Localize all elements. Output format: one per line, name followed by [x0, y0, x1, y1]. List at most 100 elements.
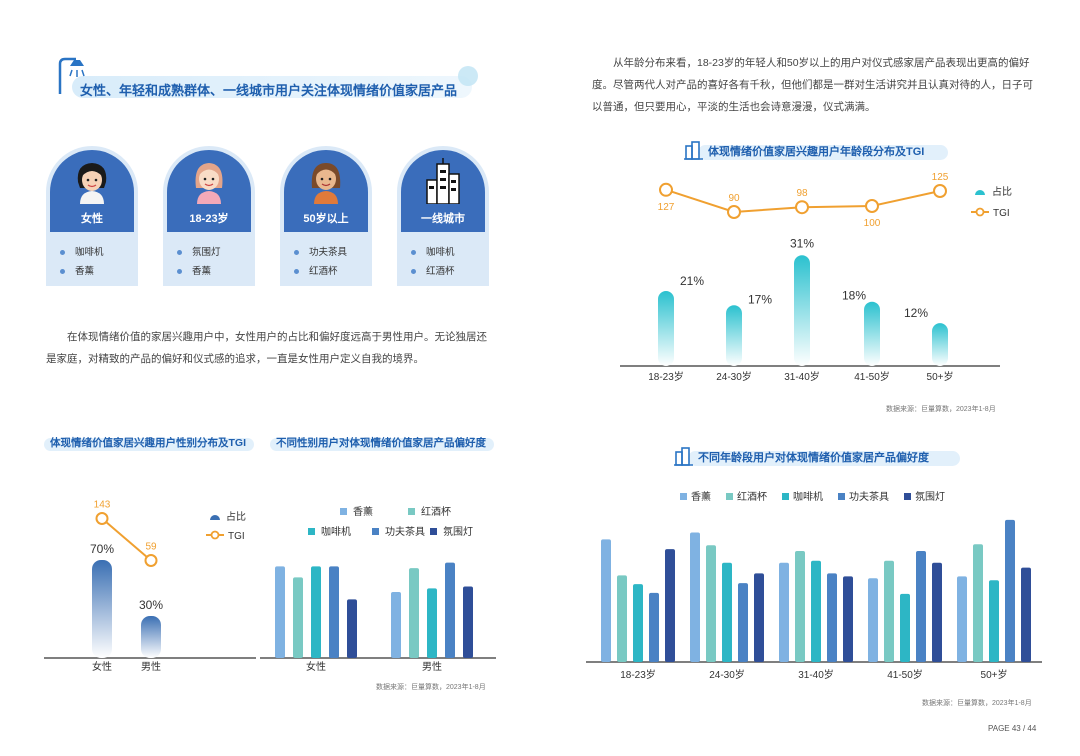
age-distribution-chart: 21% 18-23岁 17% 24-30岁 31% 31-40岁 18% 41-50岁 12% 5… [620, 172, 1012, 383]
age-preference-chart: 18-23岁 24-30岁 31-40岁 41-50岁 50+岁 香薰 红酒杯 咖啡机 功夫茶具… [586, 490, 1042, 681]
bar [811, 560, 821, 662]
legend-bar-swatch [210, 515, 220, 520]
legend-label: 氛围灯 [443, 525, 473, 538]
legend-label: 香薰 [353, 505, 373, 518]
tick-label: 男性 [141, 660, 161, 673]
card-tier1-city: 一线城市 咖啡机 红酒杯 [397, 146, 489, 286]
shower-icon [58, 57, 478, 98]
bar [633, 584, 643, 662]
bar [738, 583, 748, 662]
bar [329, 566, 339, 658]
tick-label: 24-30岁 [716, 370, 752, 383]
right-paragraph: 从年龄分布来看，18-23岁的年轻人和50岁以上的用户对仪式感家居产品表现出更高… [592, 57, 1033, 113]
left-heading-text: 女性、年轻和成熟群体、一线城市用户关注体现情绪价值家居产品 [80, 83, 458, 98]
tgi-point [95, 512, 109, 525]
left-paragraph: 在体现情绪价值的家居兴趣用户中，女性用户的占比和偏好度远高于男性用户。无论独居还… [46, 331, 487, 365]
building-icon [674, 447, 693, 466]
legend-bar-swatch [975, 190, 985, 195]
building-icon [684, 141, 703, 160]
tick-label: 31-40岁 [784, 370, 820, 383]
legend-label: 咖啡机 [321, 525, 351, 538]
young-girl-avatar-icon [195, 163, 223, 204]
bar [275, 566, 285, 658]
bar [690, 532, 700, 662]
card-item: 香薰 [177, 263, 211, 277]
legend-label: 功夫茶具 [385, 525, 425, 538]
card-female: 女性 咖啡机 香薰 [46, 146, 138, 286]
bar [1021, 567, 1031, 662]
card-label: 50岁以上 [303, 213, 349, 225]
legend-swatch [680, 493, 687, 500]
tick-label: 50+岁 [927, 370, 954, 383]
legend-swatch [340, 508, 347, 515]
older-woman-avatar-icon [311, 163, 341, 204]
bar [779, 562, 789, 662]
right-source-bottom: 数据来源：巨量算数，2023年1-8月 [922, 700, 1032, 707]
bar [726, 305, 742, 366]
data-label: 70% [90, 542, 114, 556]
data-label: 21% [680, 274, 704, 288]
data-label: 31% [790, 236, 814, 250]
bar [92, 560, 112, 658]
bar [868, 578, 878, 662]
legend-label: 红酒杯 [421, 505, 451, 518]
bar [445, 562, 455, 658]
bar [957, 576, 967, 662]
tick-label: 18-23岁 [620, 668, 656, 681]
legend-label: TGI [228, 531, 245, 542]
bar [706, 545, 716, 662]
tgi-label: 98 [796, 188, 808, 199]
card-item: 氛围灯 [177, 244, 221, 258]
bar [658, 291, 674, 366]
tick-label: 女性 [306, 660, 326, 673]
tick-label: 31-40岁 [798, 668, 834, 681]
legend-swatch [838, 493, 845, 500]
card-label: 一线城市 [421, 213, 465, 225]
bar [754, 573, 764, 662]
bar [722, 562, 732, 662]
card-item: 红酒杯 [294, 263, 338, 277]
legend-label: 氛围灯 [915, 490, 945, 503]
female-avatar-icon [77, 163, 107, 204]
card-label: 女性 [81, 213, 103, 225]
bar [649, 592, 659, 662]
tick-label: 女性 [92, 660, 112, 673]
tgi-label: 90 [728, 193, 740, 204]
bar [409, 568, 419, 658]
right-source-top: 数据来源：巨量算数，2023年1-8月 [886, 406, 996, 413]
bar [989, 580, 999, 662]
tick-label: 41-50岁 [887, 668, 923, 681]
bar [347, 599, 357, 658]
card-item: 功夫茶具 [294, 244, 347, 258]
bar [601, 539, 611, 662]
page-number: PAGE 43 / 44 [988, 724, 1037, 733]
legend-label: 功夫茶具 [849, 490, 889, 503]
bar [427, 588, 437, 658]
legend-label: TGI [993, 208, 1010, 219]
legend-label: 占比 [992, 185, 1012, 198]
left-heading: 女性、年轻和成熟群体、一线城市用户关注体现情绪价值家居产品 [50, 56, 480, 100]
bar [141, 616, 161, 658]
gender-chart-title: 体现情绪价值家居兴趣用户性别分布及TGI [44, 434, 254, 452]
gender-pref-chart-title: 不同性别用户对体现情绪价值家居产品偏好度 [270, 434, 494, 452]
legend-label: 红酒杯 [737, 490, 767, 503]
bar [827, 573, 837, 662]
data-label: 12% [904, 306, 928, 320]
tgi-label: 59 [145, 542, 157, 553]
legend-swatch [308, 528, 315, 535]
tick-label: 50+岁 [981, 668, 1008, 681]
bar [973, 544, 983, 662]
bar [843, 576, 853, 662]
bar [932, 562, 942, 662]
card-label: 18-23岁 [189, 213, 229, 225]
tgi-label: 143 [94, 500, 111, 511]
card-item: 咖啡机 [411, 244, 455, 258]
tick-label: 男性 [422, 660, 442, 673]
legend-swatch [726, 493, 733, 500]
bar [795, 551, 805, 662]
tick-label: 24-30岁 [709, 668, 745, 681]
bar [864, 301, 880, 366]
tgi-line [101, 517, 152, 562]
bar [665, 549, 675, 662]
